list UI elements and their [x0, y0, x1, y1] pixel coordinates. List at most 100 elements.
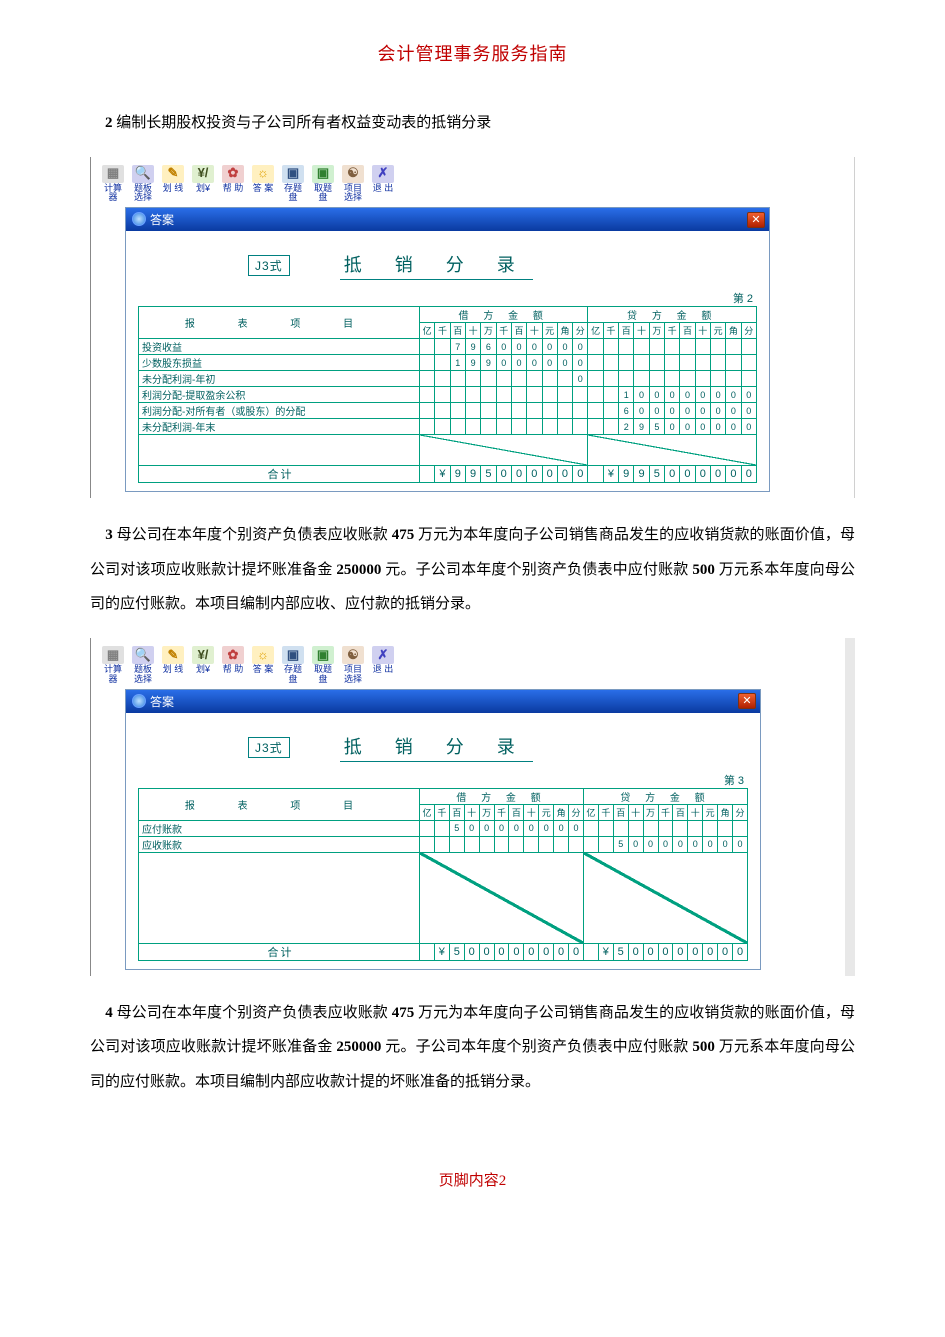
toolbar-item[interactable]: ✎划 线 — [161, 646, 185, 685]
toolbar-item[interactable]: 🔍题板选择 — [131, 165, 155, 204]
digit-cell — [420, 836, 435, 852]
digit-cell: 9 — [465, 355, 480, 371]
digit-cell — [465, 371, 480, 387]
digit-cell — [465, 419, 480, 435]
digit-header: 十 — [634, 323, 649, 339]
toolbar: ▦计算器🔍题板选择✎划 线¥/划¥✿帮 助☼答 案▣存题盘▣取题盘☯项目选择✗退… — [95, 163, 850, 208]
digit-cell — [695, 371, 710, 387]
total-label: 合计 — [139, 466, 420, 483]
digit-cell — [665, 355, 680, 371]
digit-cell — [658, 820, 673, 836]
toolbar-label: 存题盘 — [281, 665, 305, 685]
toolbar-item[interactable]: ¥/划¥ — [191, 646, 215, 685]
toolbar-icon: ✿ — [222, 165, 244, 183]
digit-cell: 1 — [450, 355, 465, 371]
toolbar-item[interactable]: ☯项目选择 — [341, 646, 365, 685]
digit-cell — [496, 403, 511, 419]
slash-area — [420, 435, 588, 466]
digit-cell: ¥ — [435, 466, 450, 483]
digit-header: 万 — [481, 323, 496, 339]
digit-cell — [542, 387, 557, 403]
toolbar-item[interactable]: ▣存题盘 — [281, 165, 305, 204]
toolbar-item[interactable]: ✎划 线 — [161, 165, 185, 204]
digit-cell: 0 — [733, 836, 748, 852]
digit-cell: ¥ — [603, 466, 618, 483]
document-page: 会计管理事务服务指南 2 编制长期股权投资与子公司所有者权益变动表的抵销分录 ▦… — [0, 0, 945, 1230]
digit-cell — [435, 339, 450, 355]
digit-cell: 0 — [494, 943, 509, 960]
digit-cell — [573, 387, 588, 403]
digit-cell — [588, 339, 603, 355]
digit-cell: 9 — [465, 466, 480, 483]
digit-cell — [464, 836, 479, 852]
toolbar-item[interactable]: ✿帮 助 — [221, 165, 245, 204]
digit-cell: 9 — [634, 466, 649, 483]
digit-cell: 0 — [741, 419, 756, 435]
digit-cell: 0 — [634, 403, 649, 419]
digit-cell — [450, 419, 465, 435]
window-box: 答案 ✕ J3式 抵 销 分 录 第 2 报 表 项 目借 方 金 额贷 方 金… — [125, 207, 770, 492]
toolbar-item[interactable]: ▦计算器 — [101, 646, 125, 685]
digit-cell: 0 — [542, 355, 557, 371]
digit-cell — [603, 371, 618, 387]
digit-cell — [688, 820, 703, 836]
toolbar-label: 帮 助 — [221, 665, 245, 675]
toolbar-item[interactable]: ▣取题盘 — [311, 646, 335, 685]
para2-text: 编制长期股权投资与子公司所有者权益变动表的抵销分录 — [113, 115, 492, 131]
digit-header: 百 — [511, 323, 526, 339]
digit-cell: 9 — [481, 355, 496, 371]
digit-cell: 0 — [710, 403, 725, 419]
digit-cell: 0 — [527, 355, 542, 371]
debit-header: 借 方 金 额 — [420, 307, 588, 323]
ledger-table-2: 报 表 项 目借 方 金 额贷 方 金 额亿千百十万千百十元角分亿千百十万千百十… — [138, 788, 748, 961]
slash-area — [583, 852, 747, 943]
digit-cell: 0 — [554, 943, 569, 960]
digit-cell — [420, 371, 435, 387]
toolbar-icon: ✎ — [162, 646, 184, 664]
toolbar-item[interactable]: ☼答 案 — [251, 646, 275, 685]
digit-header: 十 — [628, 804, 643, 820]
toolbar-label: 题板选择 — [131, 665, 155, 685]
digit-cell: 9 — [450, 466, 465, 483]
digit-cell — [420, 419, 435, 435]
digit-cell: 0 — [496, 355, 511, 371]
toolbar-item[interactable]: ▣存题盘 — [281, 646, 305, 685]
paragraph-2: 2 编制长期股权投资与子公司所有者权益变动表的抵销分录 — [90, 106, 855, 141]
digit-cell — [527, 387, 542, 403]
item-name: 投资收益 — [139, 339, 420, 355]
digit-cell: 0 — [464, 820, 479, 836]
item-col-header: 报 表 项 目 — [139, 307, 420, 339]
toolbar-item[interactable]: ✗退 出 — [371, 165, 395, 204]
digit-cell: 0 — [733, 943, 748, 960]
digit-cell: 0 — [658, 943, 673, 960]
toolbar-item[interactable]: ☼答 案 — [251, 165, 275, 204]
toolbar-label: 答 案 — [251, 184, 275, 194]
digit-header: 十 — [688, 804, 703, 820]
digit-cell — [511, 403, 526, 419]
toolbar-item[interactable]: ▦计算器 — [101, 165, 125, 204]
digit-header: 百 — [680, 323, 695, 339]
digit-cell — [603, 387, 618, 403]
digit-cell — [557, 387, 572, 403]
toolbar-item[interactable]: ¥/划¥ — [191, 165, 215, 204]
digit-cell — [542, 419, 557, 435]
toolbar-item[interactable]: ▣取题盘 — [311, 165, 335, 204]
digit-header: 百 — [449, 804, 464, 820]
digit-cell: 0 — [649, 387, 664, 403]
digit-header: 十 — [527, 323, 542, 339]
toolbar-item[interactable]: ✗退 出 — [371, 646, 395, 685]
toolbar-label: 退 出 — [371, 184, 395, 194]
digit-cell: 6 — [481, 339, 496, 355]
item-name: 应付账款 — [139, 820, 420, 836]
digit-cell — [710, 339, 725, 355]
ledger-row: 应收账款500000000 — [139, 836, 748, 852]
toolbar-item[interactable]: ✿帮 助 — [221, 646, 245, 685]
digit-cell: 6 — [619, 403, 634, 419]
toolbar-item[interactable]: 🔍题板选择 — [131, 646, 155, 685]
close-icon[interactable]: ✕ — [738, 693, 756, 709]
close-icon[interactable]: ✕ — [747, 212, 765, 228]
digit-header: 角 — [554, 804, 569, 820]
digit-cell: 5 — [613, 836, 628, 852]
form-type: J3式 — [248, 737, 290, 758]
toolbar-item[interactable]: ☯项目选择 — [341, 165, 365, 204]
